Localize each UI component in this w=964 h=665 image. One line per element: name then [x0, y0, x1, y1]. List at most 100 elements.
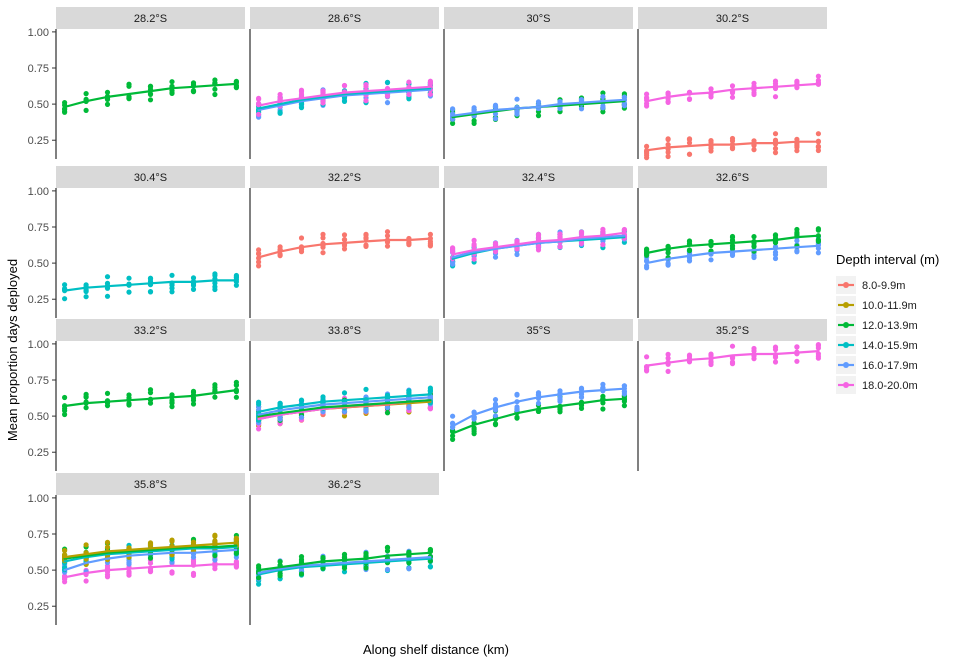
data-point: [126, 275, 132, 281]
data-point: [772, 78, 779, 84]
data-point: [406, 566, 412, 572]
data-point: [212, 280, 218, 286]
data-point: [686, 151, 693, 157]
trend-line: [645, 350, 820, 367]
data-point: [471, 118, 477, 124]
data-point: [772, 353, 779, 360]
data-point: [578, 240, 585, 246]
data-point: [600, 90, 606, 96]
data-point: [104, 544, 111, 550]
data-point: [126, 289, 132, 295]
facet-panel: 35.2°S: [637, 319, 827, 471]
data-point: [341, 83, 348, 89]
data-point: [190, 89, 197, 95]
data-point: [147, 289, 154, 295]
data-point: [256, 111, 262, 117]
data-point: [212, 557, 218, 563]
trend-line: [257, 237, 432, 259]
data-point: [341, 408, 348, 415]
legend-item: 16.0-17.9m: [836, 356, 918, 374]
data-point: [277, 91, 283, 98]
facet-strip-label: 30°S: [527, 13, 551, 25]
data-point: [708, 257, 714, 263]
facet-strip: [250, 319, 439, 341]
data-point: [794, 79, 800, 85]
data-point: [384, 229, 391, 235]
facet-strip-label: 32.4°S: [522, 172, 555, 184]
data-point: [644, 368, 650, 374]
data-point: [492, 397, 499, 403]
trend-line: [451, 234, 626, 259]
data-point: [427, 231, 433, 237]
data-point: [794, 344, 800, 350]
data-point: [212, 382, 218, 388]
data-point: [341, 569, 348, 575]
data-point: [557, 234, 563, 240]
facet-strip-label: 33.8°S: [328, 325, 361, 337]
data-point: [62, 394, 68, 401]
facet-strip-label: 35.2°S: [716, 325, 749, 337]
facet-panel: 33.2°S 0.25 0.50 0.75 1.00: [28, 319, 245, 471]
data-point: [363, 231, 369, 237]
data-point: [600, 242, 606, 248]
data-point: [147, 555, 154, 561]
trend-line: [451, 397, 626, 435]
data-point: [492, 421, 499, 427]
data-point: [514, 109, 520, 115]
facet-strip: [444, 166, 633, 188]
data-point: [83, 294, 89, 300]
data-point: [535, 243, 542, 249]
data-point: [772, 359, 779, 365]
data-point: [665, 153, 671, 160]
data-point: [406, 240, 412, 246]
data-point: [233, 382, 239, 388]
data-point: [320, 250, 326, 256]
trend-line: [63, 544, 238, 560]
data-point: [621, 226, 628, 233]
data-point: [104, 574, 111, 580]
data-point: [514, 246, 520, 252]
facet-panel: 33.8°S: [249, 319, 439, 471]
data-point: [815, 131, 822, 137]
y-tick-label: 0.50: [28, 565, 49, 577]
data-point: [535, 231, 542, 237]
data-point: [190, 539, 197, 545]
data-point: [62, 411, 68, 418]
data-point: [471, 256, 477, 262]
data-point: [794, 226, 800, 233]
data-point: [772, 94, 779, 100]
data-point: [665, 351, 671, 357]
data-point: [384, 100, 391, 106]
data-point: [341, 232, 348, 238]
data-point: [320, 231, 326, 237]
data-point: [169, 569, 175, 575]
facet-strip-label: 28.6°S: [328, 13, 361, 25]
data-point: [492, 401, 499, 407]
facet-strip: [56, 166, 245, 188]
data-point: [621, 403, 628, 409]
data-point: [384, 544, 391, 550]
legend-label: 14.0-15.9m: [862, 340, 918, 352]
data-point: [621, 383, 628, 389]
data-point: [169, 397, 175, 403]
data-point: [686, 136, 693, 142]
data-point: [298, 235, 305, 241]
data-point: [815, 227, 822, 233]
trend-line: [257, 396, 432, 416]
y-tick-label: 0.25: [28, 447, 49, 459]
data-point: [644, 143, 650, 149]
data-point: [233, 272, 239, 279]
data-point: [514, 251, 520, 258]
data-point: [147, 91, 154, 97]
data-point: [83, 391, 89, 397]
data-point: [644, 354, 650, 360]
facet-panel: 28.6°S: [249, 7, 439, 159]
data-point: [384, 404, 391, 411]
data-point: [514, 404, 520, 410]
data-point: [794, 248, 800, 254]
facet-strip-label: 30.2°S: [716, 13, 749, 25]
data-point: [169, 90, 175, 96]
data-point: [363, 243, 369, 249]
facet-panel: 32.6°S: [637, 166, 827, 318]
